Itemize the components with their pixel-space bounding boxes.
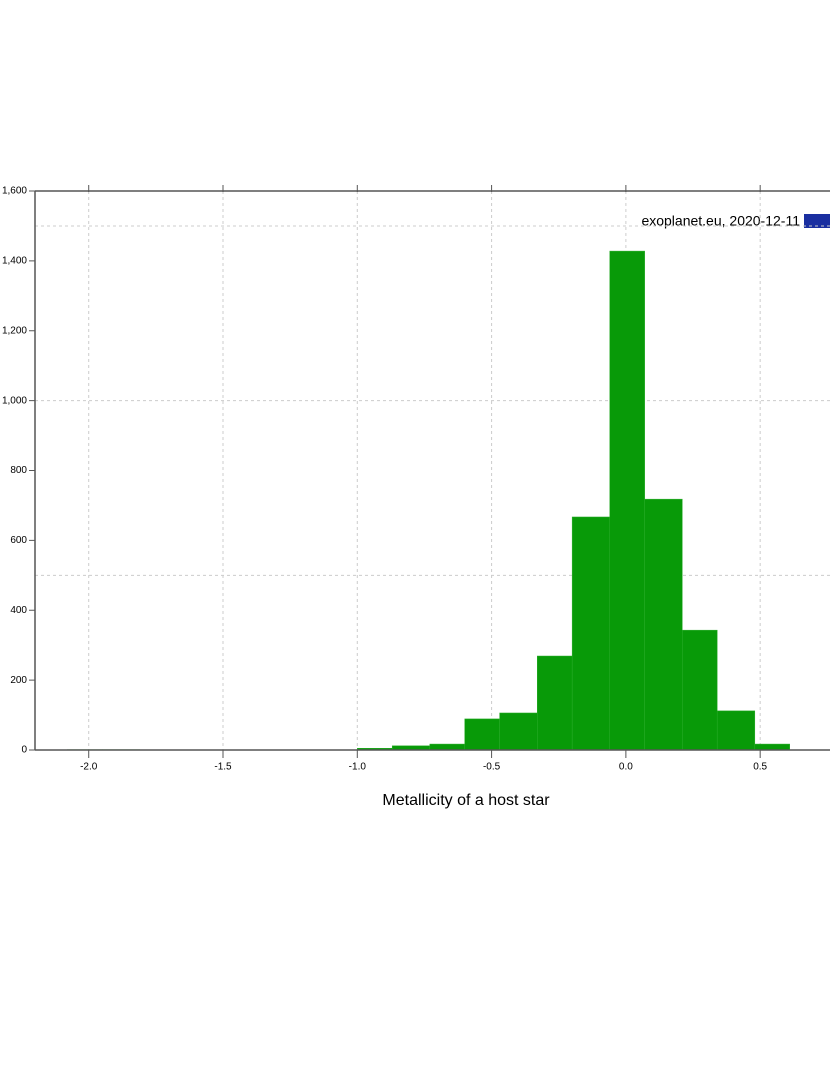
x-tick-label: -1.0 (349, 762, 367, 773)
y-tick-label: 400 (10, 605, 27, 616)
x-tick-label: -0.5 (483, 762, 501, 773)
bar (571, 516, 611, 751)
bar (644, 498, 683, 751)
x-tick-label: -2.0 (80, 762, 98, 773)
x-tick-label: 0.0 (619, 762, 633, 773)
x-tick-label: -1.5 (214, 762, 232, 773)
bar (754, 743, 790, 751)
bar (429, 743, 465, 751)
y-tick-label: 1,000 (2, 395, 27, 406)
y-tick-label: 200 (10, 675, 27, 686)
logo-badge (804, 214, 830, 228)
bar (682, 629, 718, 751)
bar (464, 718, 500, 751)
y-tick-label: 1,600 (2, 186, 27, 197)
x-tick-label: 0.5 (753, 762, 767, 773)
y-tick-label: 800 (10, 465, 27, 476)
y-tick-label: 1,200 (2, 325, 27, 336)
bar (499, 712, 538, 751)
bar (609, 250, 645, 751)
y-tick-label: 1,400 (2, 256, 27, 267)
y-tick-label: 600 (10, 535, 27, 546)
bar (536, 655, 573, 751)
x-axis-title: Metallicity of a host star (382, 792, 550, 809)
bar (716, 710, 756, 751)
y-tick-label: 0 (21, 745, 27, 756)
